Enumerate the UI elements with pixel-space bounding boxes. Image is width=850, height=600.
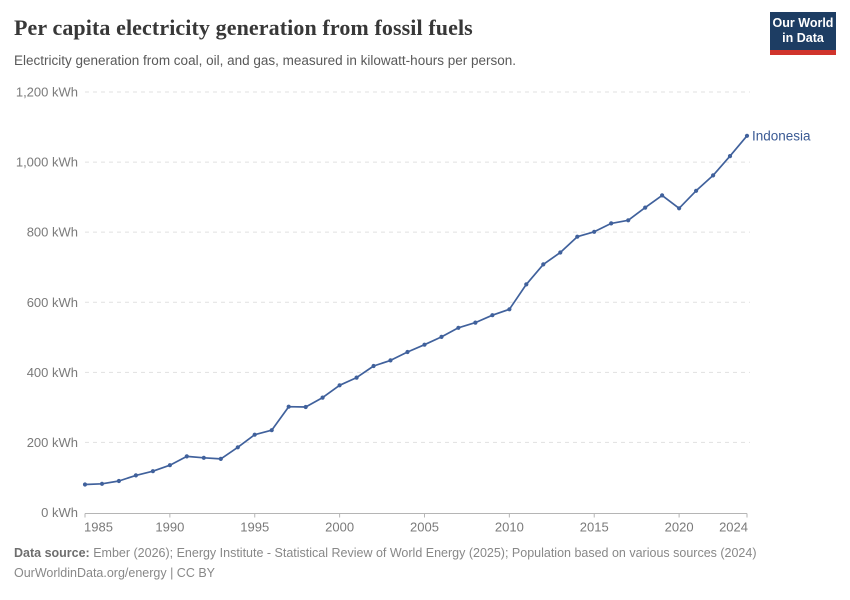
data-point[interactable] bbox=[727, 154, 733, 159]
owid-logo-line1: Our World bbox=[772, 16, 834, 30]
data-point[interactable] bbox=[439, 334, 444, 339]
datasource-text: Ember (2026); Energy Institute - Statist… bbox=[89, 546, 757, 560]
data-point[interactable] bbox=[269, 428, 274, 433]
data-point[interactable] bbox=[167, 463, 172, 468]
y-tick-label: 1,000 kWh bbox=[16, 155, 78, 170]
datasource-line: Data source: Ember (2026); Energy Instit… bbox=[14, 543, 836, 563]
data-point[interactable] bbox=[507, 307, 512, 312]
data-point[interactable] bbox=[371, 363, 376, 369]
y-tick-label: 600 kWh bbox=[27, 295, 78, 310]
x-tick-label: 1995 bbox=[240, 520, 269, 535]
x-tick-label: 1990 bbox=[155, 520, 184, 535]
x-tick-label: 2005 bbox=[410, 520, 439, 535]
chart-subtitle: Electricity generation from coal, oil, a… bbox=[14, 53, 516, 68]
data-point[interactable] bbox=[201, 455, 206, 460]
x-tick-label: 2020 bbox=[665, 520, 694, 535]
data-point[interactable] bbox=[405, 349, 410, 355]
data-point[interactable] bbox=[99, 481, 105, 486]
data-point[interactable] bbox=[116, 478, 121, 484]
owid-logo[interactable]: Our World in Data bbox=[770, 12, 836, 55]
data-point[interactable] bbox=[575, 234, 580, 239]
y-tick-label: 0 kWh bbox=[41, 505, 78, 520]
data-point[interactable] bbox=[626, 218, 631, 223]
x-tick-label: 1985 bbox=[84, 520, 113, 535]
data-point[interactable] bbox=[184, 454, 189, 459]
data-point[interactable] bbox=[541, 262, 546, 267]
data-point[interactable] bbox=[320, 395, 325, 400]
data-point[interactable] bbox=[744, 133, 750, 138]
y-tick-label: 400 kWh bbox=[27, 365, 78, 380]
x-tick-label: 2024 bbox=[719, 520, 748, 535]
data-point[interactable] bbox=[133, 473, 138, 478]
data-point[interactable] bbox=[252, 432, 257, 437]
data-point[interactable] bbox=[235, 445, 240, 450]
data-point[interactable] bbox=[490, 313, 495, 318]
data-point[interactable] bbox=[150, 469, 155, 474]
x-tick-label: 2010 bbox=[495, 520, 524, 535]
data-point[interactable] bbox=[660, 193, 665, 198]
data-point[interactable] bbox=[422, 342, 427, 347]
chart-footer: Data source: Ember (2026); Energy Instit… bbox=[14, 543, 836, 583]
y-tick-label: 1,200 kWh bbox=[16, 85, 78, 100]
data-point[interactable] bbox=[218, 456, 223, 461]
data-point[interactable] bbox=[388, 358, 393, 363]
data-point[interactable] bbox=[354, 375, 359, 380]
y-tick-label: 800 kWh bbox=[27, 225, 78, 240]
data-point[interactable] bbox=[711, 173, 716, 178]
data-point[interactable] bbox=[337, 383, 342, 388]
data-point[interactable] bbox=[677, 206, 682, 211]
data-point[interactable] bbox=[643, 205, 648, 210]
data-point[interactable] bbox=[303, 404, 308, 410]
data-point[interactable] bbox=[82, 482, 88, 487]
data-point[interactable] bbox=[524, 282, 529, 287]
owid-logo-line2: in Data bbox=[782, 31, 824, 45]
data-point[interactable] bbox=[286, 404, 291, 409]
datasource-label: Data source: bbox=[14, 546, 90, 560]
data-point[interactable] bbox=[609, 221, 614, 226]
x-tick-label: 2015 bbox=[580, 520, 609, 535]
series-label[interactable]: Indonesia bbox=[752, 128, 811, 143]
trend-line[interactable] bbox=[84, 135, 748, 486]
x-tick-label: 2000 bbox=[325, 520, 354, 535]
data-point[interactable] bbox=[473, 320, 478, 325]
data-point[interactable] bbox=[558, 250, 563, 255]
data-point[interactable] bbox=[592, 229, 597, 234]
y-tick-label: 200 kWh bbox=[27, 435, 78, 450]
page-title: Per capita electricity generation from f… bbox=[14, 15, 473, 40]
license-line[interactable]: OurWorldinData.org/energy | CC BY bbox=[14, 566, 216, 580]
data-point[interactable] bbox=[456, 325, 461, 330]
data-point[interactable] bbox=[694, 188, 699, 193]
